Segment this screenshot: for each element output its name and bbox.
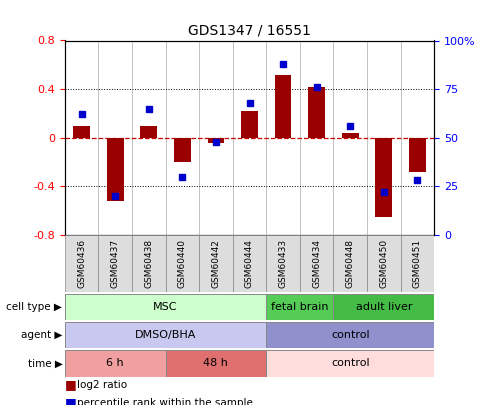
Bar <box>132 235 166 292</box>
Bar <box>300 235 333 292</box>
Text: cell type ▶: cell type ▶ <box>6 302 62 312</box>
Bar <box>409 138 426 172</box>
Bar <box>166 350 266 377</box>
Bar <box>266 350 434 377</box>
Bar <box>65 350 166 377</box>
Text: log2 ratio: log2 ratio <box>77 380 127 390</box>
Bar <box>65 322 266 348</box>
Text: DMSO/BHA: DMSO/BHA <box>135 330 196 340</box>
Bar <box>65 235 98 292</box>
Bar <box>308 87 325 138</box>
Text: time ▶: time ▶ <box>27 358 62 369</box>
Bar <box>266 294 333 320</box>
Bar <box>241 111 258 138</box>
Bar <box>65 294 266 320</box>
Bar <box>375 138 392 217</box>
Text: fetal brain: fetal brain <box>271 302 329 312</box>
Bar <box>401 235 434 292</box>
Text: percentile rank within the sample: percentile rank within the sample <box>77 398 253 405</box>
Bar <box>342 133 359 138</box>
Text: adult liver: adult liver <box>355 302 412 312</box>
Text: GSM60444: GSM60444 <box>245 239 254 288</box>
Text: 6 h: 6 h <box>106 358 124 369</box>
Text: ■: ■ <box>65 378 77 391</box>
Bar <box>166 235 199 292</box>
Text: GSM60450: GSM60450 <box>379 239 388 288</box>
Bar <box>274 75 291 138</box>
Bar <box>266 322 434 348</box>
Bar <box>73 126 90 138</box>
Text: GSM60448: GSM60448 <box>346 239 355 288</box>
Text: MSC: MSC <box>153 302 178 312</box>
Text: GSM60438: GSM60438 <box>144 239 153 288</box>
Text: control: control <box>331 358 370 369</box>
Text: GSM60451: GSM60451 <box>413 239 422 288</box>
Bar <box>174 138 191 162</box>
Bar <box>266 235 300 292</box>
Bar <box>140 126 157 138</box>
Bar <box>367 235 401 292</box>
Text: GSM60434: GSM60434 <box>312 239 321 288</box>
Bar <box>333 235 367 292</box>
Bar <box>98 235 132 292</box>
Title: GDS1347 / 16551: GDS1347 / 16551 <box>188 24 311 38</box>
Bar <box>199 235 233 292</box>
Text: GSM60436: GSM60436 <box>77 239 86 288</box>
Text: 48 h: 48 h <box>204 358 229 369</box>
Text: agent ▶: agent ▶ <box>21 330 62 340</box>
Text: GSM60437: GSM60437 <box>111 239 120 288</box>
Text: control: control <box>331 330 370 340</box>
Bar <box>107 138 124 201</box>
Bar <box>208 138 225 143</box>
Text: ■: ■ <box>65 396 77 405</box>
Bar <box>233 235 266 292</box>
Bar <box>333 294 434 320</box>
Text: GSM60440: GSM60440 <box>178 239 187 288</box>
Text: GSM60433: GSM60433 <box>278 239 287 288</box>
Text: GSM60442: GSM60442 <box>212 239 221 288</box>
